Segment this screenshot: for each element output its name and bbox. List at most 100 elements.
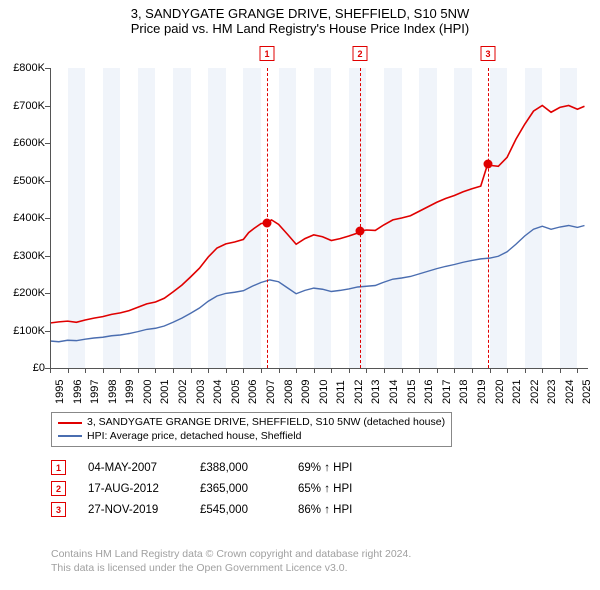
y-tick-label: £800K	[13, 62, 45, 74]
transaction-vline	[360, 68, 361, 368]
y-tick-mark	[45, 106, 50, 107]
x-tick-mark	[208, 368, 209, 373]
x-tick-mark	[50, 368, 51, 373]
transaction-marker: 1	[259, 46, 274, 61]
x-tick-mark	[577, 368, 578, 373]
transaction-point	[355, 227, 364, 236]
x-tick-mark	[68, 368, 69, 373]
x-tick-label: 2015	[406, 380, 418, 404]
x-tick-mark	[490, 368, 491, 373]
x-tick-mark	[560, 368, 561, 373]
x-tick-mark	[226, 368, 227, 373]
y-tick-label: £700K	[13, 100, 45, 112]
attribution-line-2: This data is licensed under the Open Gov…	[51, 562, 411, 576]
transactions-table: 104-MAY-2007£388,00069% ↑ HPI217-AUG-201…	[51, 460, 388, 523]
x-tick-label: 2005	[230, 380, 242, 404]
x-tick-label: 2000	[142, 380, 154, 404]
x-tick-label: 2020	[494, 380, 506, 404]
x-tick-label: 2003	[195, 380, 207, 404]
y-tick-mark	[45, 68, 50, 69]
y-tick-mark	[45, 293, 50, 294]
attribution-line-1: Contains HM Land Registry data © Crown c…	[51, 548, 411, 562]
y-tick-label: £600K	[13, 137, 45, 149]
y-tick-mark	[45, 181, 50, 182]
transaction-price: £545,000	[200, 504, 276, 516]
y-axis-line	[50, 68, 51, 368]
x-tick-mark	[525, 368, 526, 373]
x-tick-mark	[243, 368, 244, 373]
y-tick-label: £200K	[13, 287, 45, 299]
x-tick-label: 2022	[529, 380, 541, 404]
x-tick-label: 2008	[283, 380, 295, 404]
transaction-date: 27-NOV-2019	[88, 504, 178, 516]
x-tick-label: 2004	[212, 380, 224, 404]
x-tick-label: 1997	[89, 380, 101, 404]
x-tick-label: 2017	[441, 380, 453, 404]
x-tick-label: 2018	[458, 380, 470, 404]
attribution: Contains HM Land Registry data © Crown c…	[51, 548, 411, 575]
x-tick-mark	[384, 368, 385, 373]
y-tick-mark	[45, 218, 50, 219]
x-tick-mark	[155, 368, 156, 373]
x-tick-mark	[366, 368, 367, 373]
transaction-delta: 86% ↑ HPI	[298, 504, 388, 516]
x-tick-label: 2006	[247, 380, 259, 404]
x-tick-mark	[542, 368, 543, 373]
x-tick-mark	[437, 368, 438, 373]
y-tick-label: £300K	[13, 250, 45, 262]
x-tick-mark	[419, 368, 420, 373]
legend-swatch	[58, 435, 82, 437]
transaction-marker: 2	[352, 46, 367, 61]
transaction-point	[262, 218, 271, 227]
x-tick-label: 1996	[72, 380, 84, 404]
transaction-row: 3 27-NOV-2019 £545,000 86% ↑ HPI	[51, 502, 388, 517]
x-tick-mark	[191, 368, 192, 373]
legend: 3, SANDYGATE GRANGE DRIVE, SHEFFIELD, S1…	[51, 412, 452, 447]
legend-swatch	[58, 422, 82, 424]
chart-title: 3, SANDYGATE GRANGE DRIVE, SHEFFIELD, S1…	[0, 0, 600, 36]
legend-label: 3, SANDYGATE GRANGE DRIVE, SHEFFIELD, S1…	[87, 416, 445, 430]
transaction-date: 04-MAY-2007	[88, 462, 178, 474]
y-tick-label: £0	[33, 362, 45, 374]
transaction-vline	[488, 68, 489, 368]
x-tick-label: 2014	[388, 380, 400, 404]
y-tick-mark	[45, 256, 50, 257]
transaction-point	[483, 159, 492, 168]
x-tick-label: 2010	[318, 380, 330, 404]
y-tick-mark	[45, 331, 50, 332]
transaction-marker: 3	[480, 46, 495, 61]
transaction-row: 104-MAY-2007£388,00069% ↑ HPI	[51, 460, 388, 475]
x-tick-label: 1999	[124, 380, 136, 404]
transaction-delta: 69% ↑ HPI	[298, 462, 388, 474]
series-line	[50, 226, 584, 342]
x-tick-label: 2019	[476, 380, 488, 404]
title-line-2: Price paid vs. HM Land Registry's House …	[0, 21, 600, 36]
x-tick-mark	[402, 368, 403, 373]
x-tick-label: 2025	[581, 380, 593, 404]
transaction-row-marker: 3	[51, 502, 66, 517]
x-tick-mark	[103, 368, 104, 373]
x-tick-label: 2023	[546, 380, 558, 404]
x-tick-mark	[279, 368, 280, 373]
x-tick-label: 1998	[107, 380, 119, 404]
x-tick-mark	[85, 368, 86, 373]
series-line	[50, 106, 584, 324]
chart-container: 3, SANDYGATE GRANGE DRIVE, SHEFFIELD, S1…	[0, 0, 600, 590]
x-tick-mark	[120, 368, 121, 373]
legend-label: HPI: Average price, detached house, Shef…	[87, 430, 301, 444]
x-tick-mark	[261, 368, 262, 373]
x-tick-label: 2013	[370, 380, 382, 404]
transaction-price: £388,000	[200, 462, 276, 474]
chart-series	[50, 68, 588, 368]
plot-area	[50, 68, 588, 368]
y-tick-mark	[45, 143, 50, 144]
legend-row: 3, SANDYGATE GRANGE DRIVE, SHEFFIELD, S1…	[58, 416, 445, 430]
x-tick-label: 2011	[335, 380, 347, 404]
x-tick-mark	[173, 368, 174, 373]
transaction-price: £365,000	[200, 483, 276, 495]
x-tick-label: 2021	[511, 380, 523, 404]
x-tick-label: 2016	[423, 380, 435, 404]
transaction-row-marker: 2	[51, 481, 66, 496]
transaction-row: 217-AUG-2012£365,00065% ↑ HPI	[51, 481, 388, 496]
x-tick-label: 2007	[265, 380, 277, 404]
